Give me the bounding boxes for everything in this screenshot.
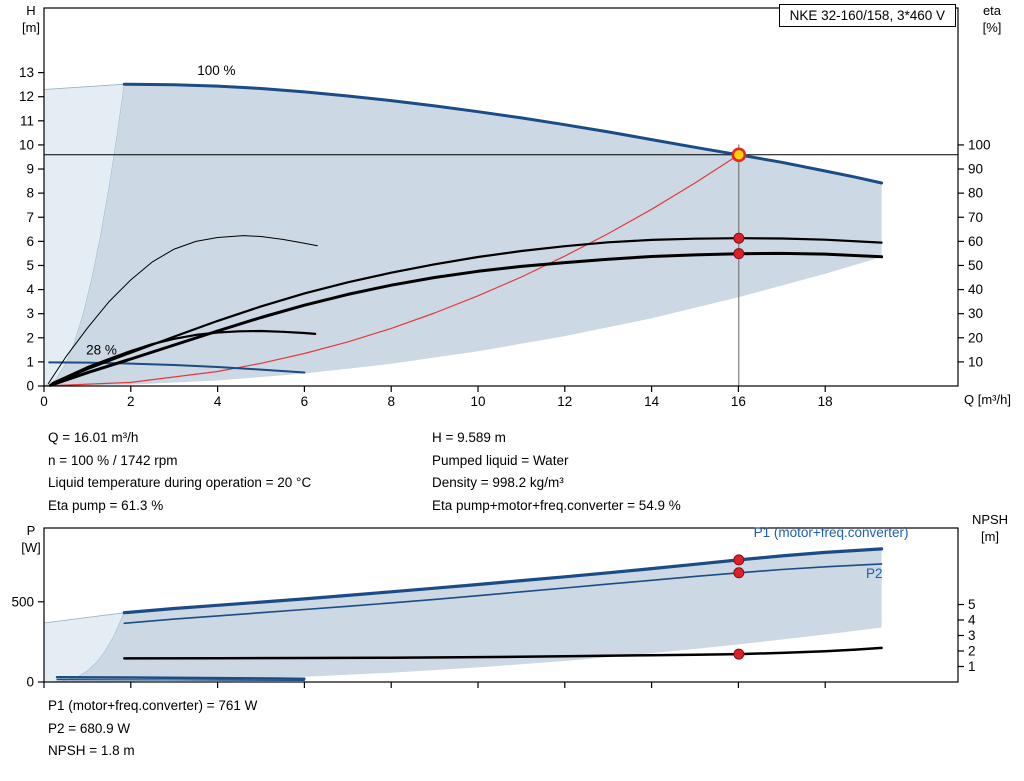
x-tick-label: 8 xyxy=(387,394,395,409)
info-p1: P1 (motor+freq.converter) = 761 W xyxy=(48,698,258,713)
duty-point xyxy=(731,147,747,163)
curve-28pct xyxy=(48,361,306,374)
p1-point xyxy=(733,554,745,566)
npsh-curve xyxy=(123,646,883,660)
label-100pct: 100 % xyxy=(197,63,235,78)
left-tick-label: 0 xyxy=(26,379,34,394)
curve-100pct xyxy=(122,82,884,185)
pump-model-title: NKE 32-160/158, 3*460 V xyxy=(778,4,956,27)
right-tick-label: 60 xyxy=(968,234,983,249)
x-tick-label: 4 xyxy=(214,394,222,409)
x-tick-label: 16 xyxy=(731,394,746,409)
eta-axis-label: eta [%] xyxy=(982,3,1002,35)
left-tick-label: 7 xyxy=(26,210,34,225)
left-tick-label: 0 xyxy=(26,675,34,690)
info-head: H = 9.589 m xyxy=(432,430,506,445)
info-flow: Q = 16.01 m³/h xyxy=(48,430,139,445)
power-envelope-main-region xyxy=(44,548,882,682)
p2-curve xyxy=(123,563,883,625)
right-tick-label: 2 xyxy=(968,644,976,659)
left-tick-label: 11 xyxy=(20,113,34,128)
right-tick-label: 5 xyxy=(968,597,976,612)
x-tick-label: 0 xyxy=(40,394,48,409)
info-eta-total: Eta pump+motor+freq.converter = 54.9 % xyxy=(432,497,681,513)
eta-pump-curve xyxy=(49,237,883,386)
right-tick-label: 40 xyxy=(968,282,983,297)
info-p2: P2 = 680.9 W xyxy=(48,720,131,736)
p1-28pct-curve xyxy=(55,675,306,681)
right-tick-label: 100 xyxy=(968,137,991,152)
x-tick-label: 14 xyxy=(644,394,660,409)
info-eta-pump: Eta pump = 61.3 % xyxy=(48,497,164,513)
envelope-main-region xyxy=(44,84,882,386)
right-tick-label: 50 xyxy=(968,258,983,273)
right-tick-label: 3 xyxy=(968,628,976,643)
left-tick-label: 4 xyxy=(26,282,34,297)
duty-info-left-column: Q = 16.01 m³/h n = 100 % / 1742 rpm Liqu… xyxy=(48,430,311,520)
h-axis-label: H [m] xyxy=(21,3,41,35)
left-tick-label: 13 xyxy=(19,65,34,80)
power-info-column: P1 (motor+freq.converter) = 761 W P2 = 6… xyxy=(48,698,257,766)
left-tick-label: 2 xyxy=(26,330,34,345)
p1-label: P1 (motor+freq.converter) xyxy=(754,525,909,540)
info-pumped-liquid: Pumped liquid = Water xyxy=(432,452,569,468)
p2-28pct-curve xyxy=(56,678,305,682)
x-tick-label: 12 xyxy=(557,394,572,409)
duty-info-right-column: H = 9.589 m Pumped liquid = Water Densit… xyxy=(432,430,681,520)
right-tick-label: 80 xyxy=(968,186,983,201)
right-tick-label: 10 xyxy=(968,354,983,369)
eta-pump-point xyxy=(733,232,745,244)
eta-total-point xyxy=(733,248,745,260)
left-tick-label: 12 xyxy=(19,89,34,104)
x-tick-label: 2 xyxy=(127,394,135,409)
right-tick-label: 30 xyxy=(968,306,983,321)
right-tick-label: 20 xyxy=(968,330,983,345)
p1-curve xyxy=(122,547,884,615)
hq-chart-frame xyxy=(43,7,959,387)
info-density: Density = 998.2 kg/m³ xyxy=(432,475,564,490)
label-28pct: 28 % xyxy=(86,343,117,358)
npsh-axis-label: NPSH [m] xyxy=(971,512,1009,544)
left-tick-label: 500 xyxy=(11,594,34,609)
p2-label: P2 xyxy=(866,566,883,581)
x-tick-label: 18 xyxy=(818,394,833,409)
eta-aux-thin-curve xyxy=(47,235,318,385)
right-tick-label: 70 xyxy=(968,210,983,225)
right-tick-label: 1 xyxy=(968,659,976,674)
left-tick-label: 3 xyxy=(26,306,34,321)
p2-point xyxy=(733,567,745,579)
left-tick-label: 6 xyxy=(26,234,34,249)
npsh-point xyxy=(733,648,745,660)
x-tick-label: 6 xyxy=(301,394,309,409)
q-axis-label: Q [m³/h] xyxy=(964,392,1011,407)
eta-small-curve xyxy=(51,329,317,385)
info-npsh: NPSH = 1.8 m xyxy=(48,743,135,758)
info-liquid-temp: Liquid temperature during operation = 20… xyxy=(48,475,312,490)
left-tick-label: 1 xyxy=(26,354,34,369)
eta-total-curve xyxy=(49,251,884,387)
left-tick-label: 10 xyxy=(19,137,34,152)
info-speed: n = 100 % / 1742 rpm xyxy=(48,452,178,468)
right-tick-label: 4 xyxy=(968,613,976,628)
right-tick-label: 90 xyxy=(968,162,983,177)
left-tick-label: 5 xyxy=(26,258,34,273)
left-tick-label: 9 xyxy=(26,162,34,177)
p-axis-label: P [W] xyxy=(21,523,41,555)
x-tick-label: 10 xyxy=(470,394,485,409)
left-tick-label: 8 xyxy=(26,186,34,201)
